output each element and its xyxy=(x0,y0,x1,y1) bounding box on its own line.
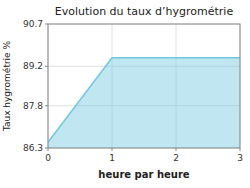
tick-label-x: 3 xyxy=(237,153,243,163)
tick-mark-x xyxy=(112,148,113,151)
tick-label-y: 90.7 xyxy=(23,19,43,29)
tick-mark-y xyxy=(45,24,48,25)
area xyxy=(48,58,240,148)
grid xyxy=(48,24,240,148)
tick-mark-x xyxy=(240,148,241,151)
chart: 86.3 87.8 89.2 90.7 0 1 2 3 Evolution du taux d’… xyxy=(0,0,250,188)
tick-label-x: 1 xyxy=(109,153,115,163)
ticks: 86.3 87.8 89.2 90.7 0 1 2 3 xyxy=(23,19,243,163)
tick-mark-x xyxy=(176,148,177,151)
x-axis-label: heure par heure xyxy=(98,169,189,180)
line xyxy=(48,58,240,143)
plot-area xyxy=(48,58,240,148)
title: Evolution du taux d’hygrométrie xyxy=(55,5,234,18)
tick-mark-x xyxy=(48,148,49,151)
tick-label-y: 87.8 xyxy=(23,101,43,111)
y-axis-label: Taux hygrométrie % xyxy=(2,40,12,132)
chart-container: 86.3 87.8 89.2 90.7 0 1 2 3 Evolution du taux d’… xyxy=(0,0,250,188)
tick-mark-y xyxy=(45,66,48,67)
tick-label-y: 89.2 xyxy=(23,61,43,71)
tick-label-x: 2 xyxy=(173,153,179,163)
tick-label-x: 0 xyxy=(45,153,51,163)
tick-label-y: 86.3 xyxy=(23,143,43,153)
tick-mark-y xyxy=(45,105,48,106)
plot-frame xyxy=(48,24,240,148)
